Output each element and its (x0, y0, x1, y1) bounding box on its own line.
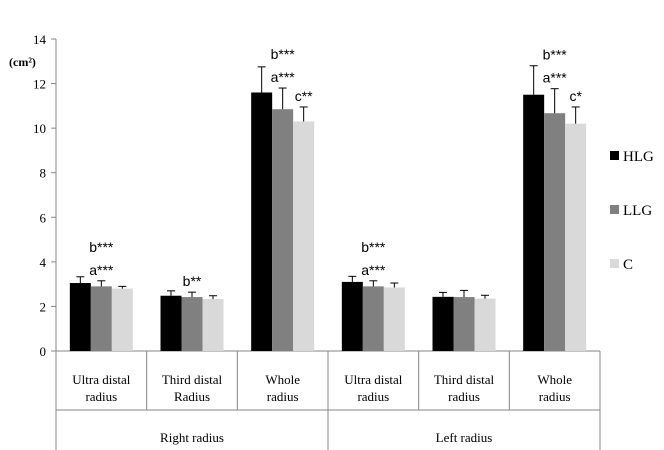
y-tick-label: 10 (33, 121, 46, 136)
y-tick-label: 8 (40, 166, 47, 181)
chart-axes: 0 2 4 6 8 10 12 14 (cm²) Ultra distal radius Third … (9, 32, 601, 450)
bar-llg (272, 109, 294, 351)
significance-label: b*** (89, 239, 114, 255)
bar-hlg (432, 296, 454, 351)
x-tick-label: Ultra distal (72, 372, 131, 387)
bar-hlg (69, 283, 91, 351)
x-tick-label: Ultra distal (344, 372, 403, 387)
significance-label: b*** (271, 46, 296, 62)
x-tick-label: Radius (174, 389, 210, 404)
y-unit-label: (cm²) (9, 55, 36, 69)
significance-label: b*** (361, 239, 386, 255)
error-bars (76, 65, 580, 300)
x-tick-label: Whole (265, 372, 300, 387)
y-tick-label: 2 (40, 299, 47, 314)
chart-bars (69, 92, 587, 351)
y-tick-label: 4 (40, 255, 47, 270)
bar-c (474, 298, 496, 351)
bar-llg (181, 297, 203, 351)
x-tick-label: Third distal (434, 372, 495, 387)
legend-swatch-hlg (610, 151, 619, 160)
legend-label: HLG (623, 149, 654, 165)
bar-hlg (251, 92, 273, 351)
x-tick-label: radius (357, 389, 389, 404)
significance-label: a*** (89, 262, 114, 278)
bar-hlg (341, 281, 363, 351)
group-label: Left radius (436, 430, 493, 445)
bar-llg (544, 113, 566, 351)
significance-label: b** (183, 273, 202, 289)
bar-c (383, 287, 405, 351)
bar-llg (453, 297, 475, 351)
y-tick-label: 14 (33, 32, 47, 47)
bar-hlg (523, 94, 545, 351)
significance-label: b*** (543, 47, 568, 63)
significance-label: a*** (361, 262, 386, 278)
x-tick-label: Whole (537, 372, 572, 387)
legend-label: C (623, 257, 633, 273)
significance-label: a*** (543, 70, 568, 86)
legend-swatch-llg (610, 205, 619, 214)
y-tick-label: 12 (33, 77, 46, 92)
significance-annotations: b***a***b**b***a***c**b***a***b***a***c* (89, 46, 582, 289)
x-tick-label: radius (539, 389, 571, 404)
y-tick-label: 0 (40, 344, 47, 359)
bar-llg (362, 286, 384, 351)
bar-hlg (160, 295, 182, 351)
significance-label: c** (295, 88, 313, 104)
bar-llg (90, 286, 112, 351)
bar-c (202, 299, 224, 351)
significance-label: c* (569, 88, 582, 104)
legend-label: LLG (623, 203, 652, 219)
bar-c (565, 123, 587, 351)
x-tick-label: radius (267, 389, 299, 404)
group-label: Right radius (160, 430, 224, 445)
bar-c (293, 121, 315, 351)
x-tick-label: Third distal (162, 372, 223, 387)
x-tick-label: radius (85, 389, 117, 404)
legend-swatch-c (610, 259, 619, 268)
chart-legend: HLG LLG C (610, 149, 654, 273)
significance-label: a*** (271, 69, 296, 85)
x-tick-label: radius (448, 389, 480, 404)
bar-c (111, 288, 133, 351)
y-tick-label: 6 (40, 210, 47, 225)
